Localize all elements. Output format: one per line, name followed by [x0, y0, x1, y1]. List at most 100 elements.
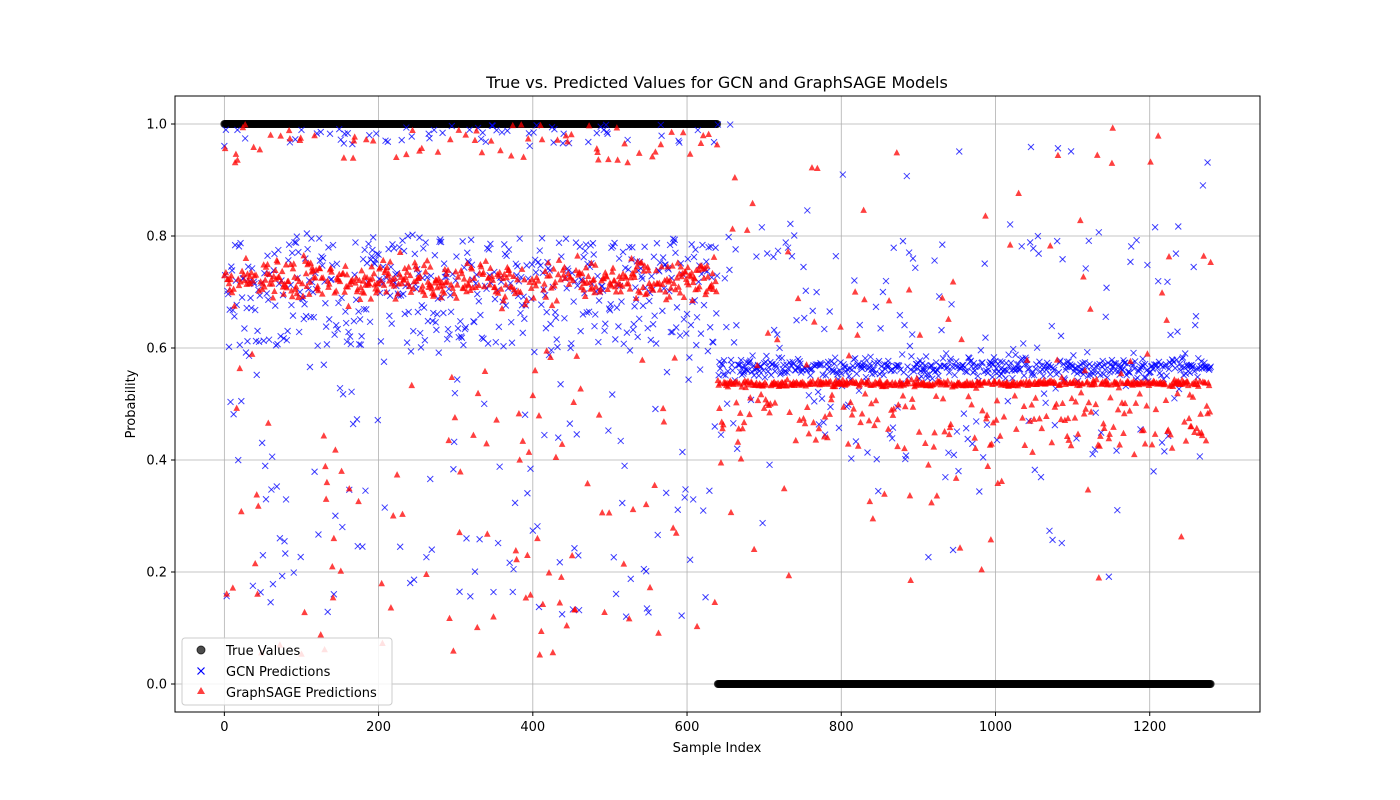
gcn-prediction-point	[608, 391, 616, 398]
gcn-prediction-point	[659, 307, 666, 315]
gcn-prediction-point	[443, 335, 451, 343]
y-tick-label: 1.0	[146, 118, 167, 133]
gcn-prediction-point	[709, 338, 717, 346]
gcn-prediction-point	[594, 272, 601, 280]
gcn-prediction-point	[530, 348, 538, 356]
gcn-prediction-point	[509, 588, 517, 596]
gcn-prediction-point	[428, 546, 436, 553]
gcn-prediction-point	[568, 340, 575, 347]
gcn-prediction-point	[338, 523, 346, 531]
gcn-prediction-point	[692, 246, 699, 253]
gcn-prediction-point	[502, 302, 510, 309]
gcn-prediction-point	[684, 255, 692, 263]
gcn-prediction-point	[422, 239, 429, 246]
gcn-prediction-point	[453, 253, 460, 260]
gcn-prediction-point	[495, 323, 503, 331]
gcn-prediction-point	[659, 254, 667, 261]
gcn-prediction-point	[384, 138, 392, 146]
legend-true-marker	[196, 645, 206, 655]
gcn-prediction-point	[439, 129, 446, 137]
gcn-prediction-point	[711, 423, 719, 430]
gcn-prediction-point	[685, 354, 693, 361]
gcn-prediction-point	[685, 376, 692, 384]
gcn-prediction-point	[490, 588, 497, 596]
gcn-prediction-point	[493, 126, 500, 134]
gcn-prediction-point	[338, 294, 345, 302]
gcn-prediction-point	[225, 343, 233, 351]
gcn-prediction-point	[687, 321, 695, 329]
gcn-prediction-point	[531, 256, 539, 264]
gcn-prediction-point	[330, 590, 338, 598]
gcn-prediction-point	[430, 126, 438, 134]
gcn-prediction-point	[431, 251, 439, 259]
gcn-prediction-point	[634, 333, 642, 341]
gcn-prediction-point	[228, 267, 236, 274]
gcn-prediction-point	[357, 341, 365, 349]
gcn-prediction-point	[479, 129, 487, 136]
gcn-prediction-point	[408, 133, 416, 140]
gcn-prediction-point	[484, 340, 492, 347]
gcn-prediction-point	[674, 506, 682, 514]
x-tick-label: 1200	[1133, 720, 1166, 735]
gcn-prediction-point	[402, 124, 410, 131]
gcn-prediction-point	[723, 323, 730, 331]
gcn-prediction-point	[534, 258, 542, 266]
gcn-prediction-point	[607, 300, 615, 308]
gcn-prediction-point	[385, 245, 392, 253]
gcn-prediction-point	[672, 324, 680, 331]
gcn-prediction-point	[630, 320, 638, 328]
x-tick-label: 0	[220, 720, 228, 735]
gcn-prediction-point	[615, 323, 622, 330]
gcn-prediction-point	[280, 335, 288, 342]
gcn-prediction-point	[696, 366, 704, 373]
gcn-prediction-point	[551, 308, 559, 316]
gcn-prediction-point	[342, 319, 350, 327]
gcn-prediction-point	[353, 416, 361, 423]
gcn-prediction-point	[589, 239, 597, 247]
gcn-prediction-point	[680, 315, 688, 323]
legend: True Values GCN Predictions GraphSAGE Pr…	[181, 637, 393, 706]
gcn-prediction-point	[365, 240, 372, 248]
gcn-prediction-point	[331, 331, 338, 338]
gcn-prediction-point	[429, 309, 437, 317]
gcn-prediction-point	[306, 363, 314, 371]
gcn-prediction-point	[237, 239, 244, 247]
gcn-prediction-point	[244, 263, 252, 271]
gcn-prediction-point	[355, 308, 362, 315]
gcn-prediction-point	[314, 342, 322, 350]
gcn-prediction-point	[372, 256, 379, 264]
gcn-prediction-point	[657, 121, 665, 129]
x-tick-label: 800	[829, 720, 854, 735]
gcn-prediction-point	[409, 231, 416, 239]
gcn-prediction-point	[652, 405, 659, 413]
gcn-prediction-point	[556, 558, 564, 566]
gcn-prediction-point	[292, 239, 300, 247]
gcn-prediction-point	[553, 336, 561, 343]
gcn-prediction-point	[323, 341, 331, 348]
gcn-prediction-point	[654, 531, 662, 539]
gcn-prediction-point	[712, 244, 719, 252]
gcn-prediction-point	[295, 248, 302, 256]
gcn-prediction-point	[704, 347, 712, 355]
gcn-prediction-point	[591, 311, 599, 318]
gcn-prediction-point	[645, 297, 653, 305]
gcn-prediction-point	[307, 313, 315, 321]
gcn-prediction-point	[451, 389, 459, 397]
gcn-prediction-point	[612, 590, 620, 598]
gcn-prediction-point	[295, 328, 303, 336]
gcn-prediction-point	[446, 331, 453, 339]
gcn-prediction-point	[285, 241, 293, 249]
gcn-prediction-point	[340, 140, 348, 147]
gcn-prediction-point	[559, 139, 567, 147]
gcn-prediction-point	[238, 294, 246, 301]
true-values-series	[220, 120, 1215, 688]
gcn-prediction-point	[688, 240, 696, 248]
gcn-prediction-point	[641, 243, 648, 251]
gcn-prediction-point	[620, 340, 628, 348]
gcn-prediction-point	[505, 246, 513, 253]
gcn-prediction-point	[388, 320, 396, 327]
gcn-prediction-point	[432, 318, 440, 326]
gcn-prediction-point	[662, 489, 670, 497]
gcn-prediction-point	[475, 297, 483, 305]
gcn-prediction-point	[284, 327, 291, 335]
